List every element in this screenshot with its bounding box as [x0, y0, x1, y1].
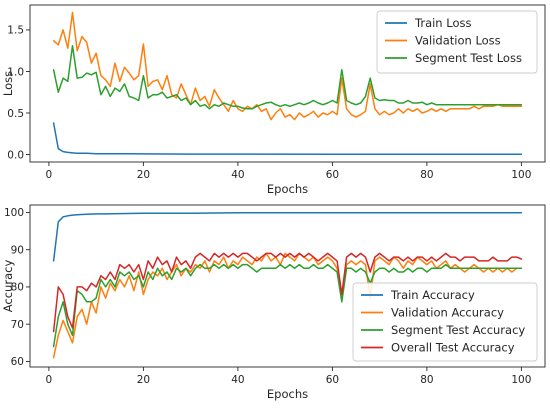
legend-box [376, 10, 538, 74]
legend-entry: Train Loss [414, 16, 471, 30]
legend-entry: Segment Test Accuracy [391, 323, 525, 337]
series-line-train-accuracy [52, 212, 523, 262]
series-line-overall-test-accuracy [52, 252, 523, 333]
plot-frame [29, 4, 546, 163]
x-tick-label: 0 [46, 169, 53, 181]
x-tick-label: 40 [231, 374, 244, 386]
legend: Train Accuracy Validation Accuracy Segment… [352, 282, 538, 362]
x-tick-label: 60 [326, 169, 339, 181]
legend: Train Loss Validation Loss Segment Test Lo… [376, 10, 538, 74]
y-tick-label: 1.5 [7, 25, 24, 37]
x-tick-label: 20 [137, 169, 150, 181]
y-tick-label: 1.0 [7, 66, 24, 78]
y-tick-label: 0.5 [7, 108, 24, 120]
y-tick-label: 0.0 [7, 149, 24, 161]
y-tick-label: 60 [11, 356, 24, 368]
x-tick-label: 100 [511, 374, 531, 386]
x-tick-label: 40 [231, 169, 244, 181]
x-tick-label: 60 [326, 374, 339, 386]
y-tick-label: 70 [11, 319, 24, 331]
x-tick-label: 100 [511, 169, 531, 181]
chart-panel-2: 0 20 40 60 80 100 60 70 80 90 100 Epochs Accuracy Tra… [1, 204, 546, 401]
x-tick-label: 80 [420, 169, 433, 181]
plot-frame [29, 204, 546, 368]
x-axis-label: Epochs [267, 387, 308, 401]
y-tick-label: 100 [4, 207, 24, 219]
y-axis-label: Loss [1, 71, 15, 96]
series-line-segment-test-loss [52, 44, 523, 110]
legend-entry: Segment Test Loss [415, 51, 522, 65]
y-tick-label: 80 [11, 282, 24, 294]
x-tick-label: 80 [420, 374, 433, 386]
legend-entry: Validation Accuracy [391, 306, 504, 320]
x-tick-label: 20 [137, 374, 150, 386]
legend-box [352, 282, 538, 362]
series-line-train-loss [52, 122, 523, 156]
chart-panel-1: 0 20 40 60 80 100 0.0 0.5 1.0 1.5 Epochs Loss Train … [1, 4, 546, 196]
series-line-validation-loss [52, 11, 523, 121]
legend-entry: Validation Loss [415, 34, 501, 48]
y-axis-label: Accuracy [1, 260, 15, 313]
series-line-segment-test-accuracy [52, 263, 523, 348]
legend-entry: Overall Test Accuracy [391, 341, 515, 355]
x-tick-label: 0 [46, 374, 53, 386]
y-tick-label: 90 [11, 244, 24, 256]
x-axis-label: Epochs [267, 182, 308, 196]
legend-entry: Train Accuracy [390, 288, 475, 302]
